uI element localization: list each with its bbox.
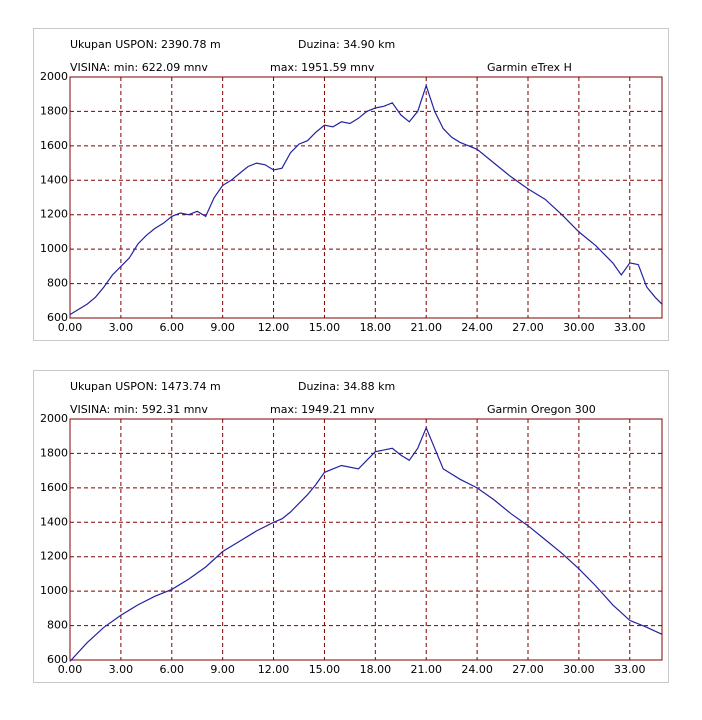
annotation: Garmin eTrex H: [487, 61, 572, 74]
annotation: Ukupan USPON: 1473.74 m: [70, 380, 221, 393]
x-tick-label: 9.00: [210, 663, 235, 676]
y-tick-label: 600: [47, 653, 68, 666]
elevation-line: [69, 426, 662, 662]
y-tick-label: 1400: [40, 515, 68, 528]
x-tick-label: 18.00: [360, 321, 392, 334]
plot-frame: [69, 418, 663, 661]
x-tick-label: 27.00: [512, 321, 544, 334]
x-tick-label: 12.00: [258, 663, 290, 676]
x-tick-label: 33.00: [614, 663, 646, 676]
plot-area: [70, 419, 662, 660]
y-tick-label: 800: [47, 277, 68, 290]
x-tick-label: 24.00: [461, 663, 493, 676]
x-tick-label: 9.00: [210, 321, 235, 334]
x-tick-label: 12.00: [258, 321, 290, 334]
y-tick-label: 2000: [40, 70, 68, 83]
x-tick-label: 3.00: [109, 663, 134, 676]
annotation: VISINA: min: 592.31 mnv: [70, 403, 208, 416]
x-tick-label: 33.00: [614, 321, 646, 334]
y-tick-label: 800: [47, 619, 68, 632]
plot-area: [70, 77, 662, 318]
y-tick-label: 1800: [40, 104, 68, 117]
annotation: max: 1951.59 mnv: [270, 61, 375, 74]
annotation: VISINA: min: 622.09 mnv: [70, 61, 208, 74]
x-tick-label: 15.00: [309, 663, 341, 676]
annotation: max: 1949.21 mnv: [270, 403, 375, 416]
y-tick-label: 1600: [40, 481, 68, 494]
y-tick-label: 1400: [40, 173, 68, 186]
y-tick-label: 2000: [40, 412, 68, 425]
plot-frame: [69, 76, 663, 319]
x-tick-label: 30.00: [563, 663, 595, 676]
annotation: Ukupan USPON: 2390.78 m: [70, 38, 221, 51]
x-tick-label: 0.00: [58, 663, 83, 676]
annotation: Duzina: 34.90 km: [298, 38, 395, 51]
y-tick-label: 1000: [40, 584, 68, 597]
x-tick-label: 18.00: [360, 663, 392, 676]
y-tick-label: 1200: [40, 550, 68, 563]
x-tick-label: 0.00: [58, 321, 83, 334]
y-tick-label: 1200: [40, 208, 68, 221]
y-tick-label: 600: [47, 311, 68, 324]
y-tick-label: 1600: [40, 139, 68, 152]
annotation: Garmin Oregon 300: [487, 403, 596, 416]
x-tick-label: 21.00: [410, 321, 442, 334]
x-tick-label: 6.00: [160, 321, 185, 334]
y-tick-label: 1000: [40, 242, 68, 255]
x-tick-label: 21.00: [410, 663, 442, 676]
elevation-line: [69, 83, 663, 316]
x-tick-label: 3.00: [109, 321, 134, 334]
x-tick-label: 27.00: [512, 663, 544, 676]
x-tick-label: 30.00: [563, 321, 595, 334]
y-tick-label: 1800: [40, 446, 68, 459]
x-tick-label: 6.00: [160, 663, 185, 676]
annotation: Duzina: 34.88 km: [298, 380, 395, 393]
x-tick-label: 24.00: [461, 321, 493, 334]
x-tick-label: 15.00: [309, 321, 341, 334]
